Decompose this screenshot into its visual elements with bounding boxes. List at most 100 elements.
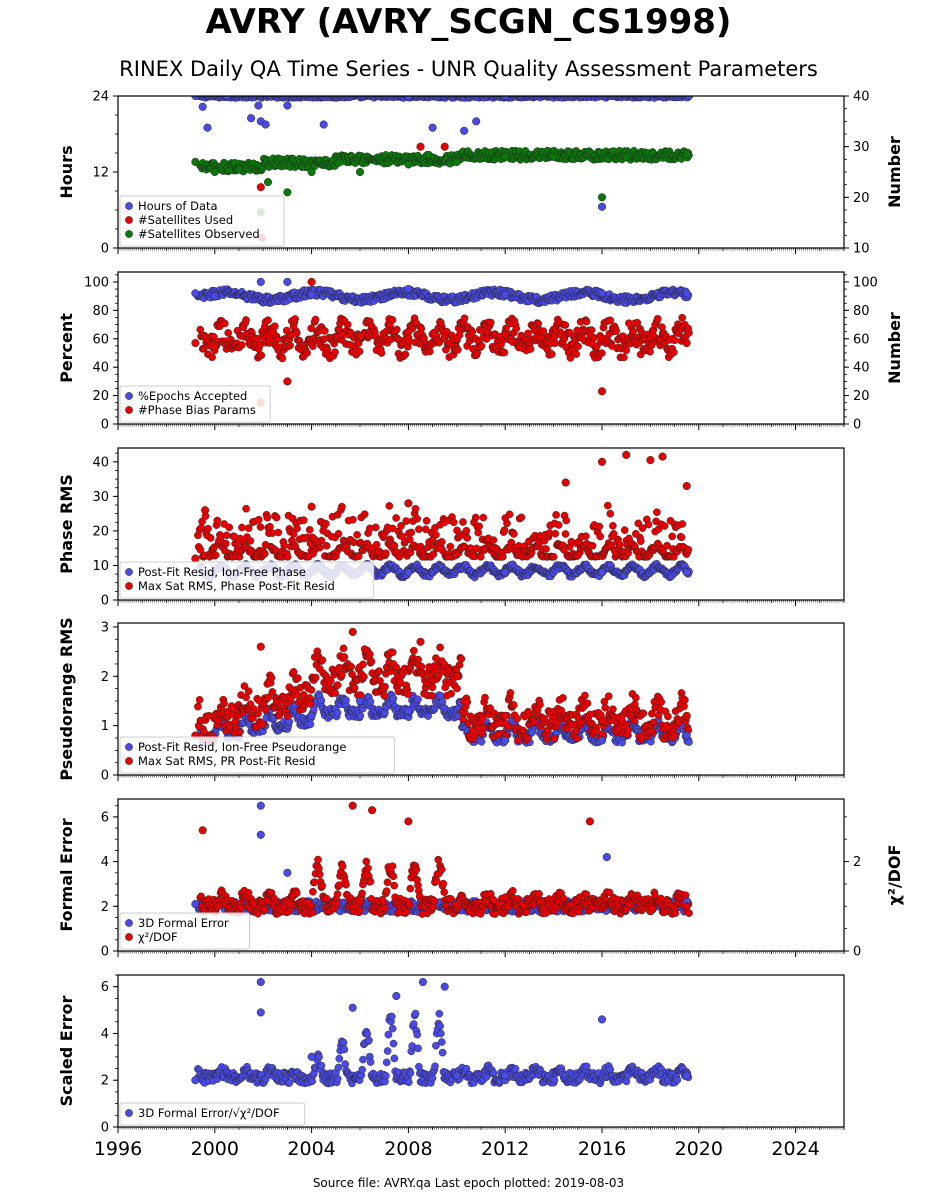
band-point xyxy=(242,316,250,324)
band-point xyxy=(321,519,330,528)
band-point xyxy=(685,328,693,337)
y2-tick-label: 100 xyxy=(853,275,878,290)
y2-tick-label: 0 xyxy=(853,418,861,433)
band-point xyxy=(475,522,483,531)
legend-marker xyxy=(125,230,133,238)
band-point xyxy=(206,534,215,542)
data-point xyxy=(561,478,570,487)
legend-marker xyxy=(125,202,133,210)
band-point xyxy=(331,348,339,357)
band-point xyxy=(221,539,230,548)
data-point xyxy=(222,96,231,101)
band-point xyxy=(334,529,343,538)
data-point xyxy=(191,157,200,166)
band-point xyxy=(238,523,246,532)
band-point xyxy=(307,324,316,333)
legend-marker xyxy=(125,568,133,576)
band-point xyxy=(382,549,390,558)
y-tick-label: 40 xyxy=(92,455,109,470)
band-point xyxy=(272,513,281,522)
data-point xyxy=(203,123,212,132)
data-point xyxy=(597,193,607,202)
y-tick-label: 40 xyxy=(92,361,109,376)
chart-title: AVRY (AVRY_SCGN_CS1998) xyxy=(205,2,732,42)
legend-label: %Epochs Accepted xyxy=(138,389,247,403)
legend: %Epochs Accepted#Phase Bias Params xyxy=(119,385,271,423)
band-point xyxy=(315,543,324,552)
data-point xyxy=(263,178,273,187)
band-point xyxy=(377,349,386,357)
band-point xyxy=(474,528,483,537)
band-point xyxy=(432,531,440,539)
band-point xyxy=(459,518,467,526)
data-point xyxy=(682,568,691,577)
band-point xyxy=(196,545,205,554)
data-point xyxy=(283,377,292,386)
band-point xyxy=(260,549,269,558)
data-point xyxy=(452,157,461,166)
band-point xyxy=(309,342,317,351)
band-point xyxy=(620,526,629,534)
band-point xyxy=(242,504,250,513)
band-point xyxy=(353,530,361,539)
band-point xyxy=(500,348,509,357)
data-point xyxy=(428,123,437,132)
band-point xyxy=(211,551,220,559)
band-point xyxy=(476,552,485,561)
data-point xyxy=(460,126,469,135)
data-point xyxy=(307,290,316,299)
band-point xyxy=(498,552,507,561)
data-point xyxy=(198,102,207,111)
data-point xyxy=(201,506,210,515)
y2-axis-label: Number xyxy=(885,136,904,208)
band-point xyxy=(597,349,606,357)
legend-label: Max Sat RMS, Phase Post-Fit Resid xyxy=(138,579,335,593)
band-point xyxy=(270,322,279,331)
y-tick-label: 10 xyxy=(92,559,109,574)
band-point xyxy=(462,526,471,535)
band-point xyxy=(429,550,438,559)
data-point xyxy=(682,289,691,298)
band-point xyxy=(435,338,443,347)
band-point xyxy=(283,552,292,561)
legend-marker xyxy=(125,216,133,224)
band-point xyxy=(224,329,233,337)
band-point xyxy=(204,524,212,533)
band-point xyxy=(256,523,265,531)
band-point xyxy=(684,545,693,554)
band-point xyxy=(463,534,472,542)
band-point xyxy=(609,529,618,538)
data-point xyxy=(501,96,510,101)
data-point xyxy=(210,292,219,301)
band-point xyxy=(663,541,671,550)
band-point xyxy=(653,508,661,517)
band-point xyxy=(542,545,550,553)
legend-label: #Phase Bias Params xyxy=(138,403,256,417)
data-point xyxy=(191,338,200,348)
panel-3: 0 10 20 30 40 Phase RMS Post-Fit Resid, Ion-Fr… xyxy=(57,447,845,609)
y-tick-label: 0 xyxy=(101,418,109,433)
y-tick-label: 30 xyxy=(92,490,109,505)
data-point xyxy=(416,142,425,151)
band-point xyxy=(552,511,560,519)
band-point xyxy=(636,537,645,546)
band-point xyxy=(264,316,272,325)
legend-marker xyxy=(125,406,133,414)
band-point xyxy=(471,513,480,522)
band-point xyxy=(371,523,380,532)
band-point xyxy=(609,521,617,530)
band-point xyxy=(505,510,514,519)
band-point xyxy=(422,516,431,525)
band-point xyxy=(266,522,274,531)
y2-tick-label: 40 xyxy=(853,361,870,376)
band-point xyxy=(572,350,581,358)
band-point xyxy=(286,341,294,350)
band-point xyxy=(354,552,363,561)
data-point xyxy=(191,96,200,101)
band-point xyxy=(669,348,678,357)
band-point xyxy=(660,522,669,530)
data-point xyxy=(210,167,219,177)
band-point xyxy=(581,532,590,541)
